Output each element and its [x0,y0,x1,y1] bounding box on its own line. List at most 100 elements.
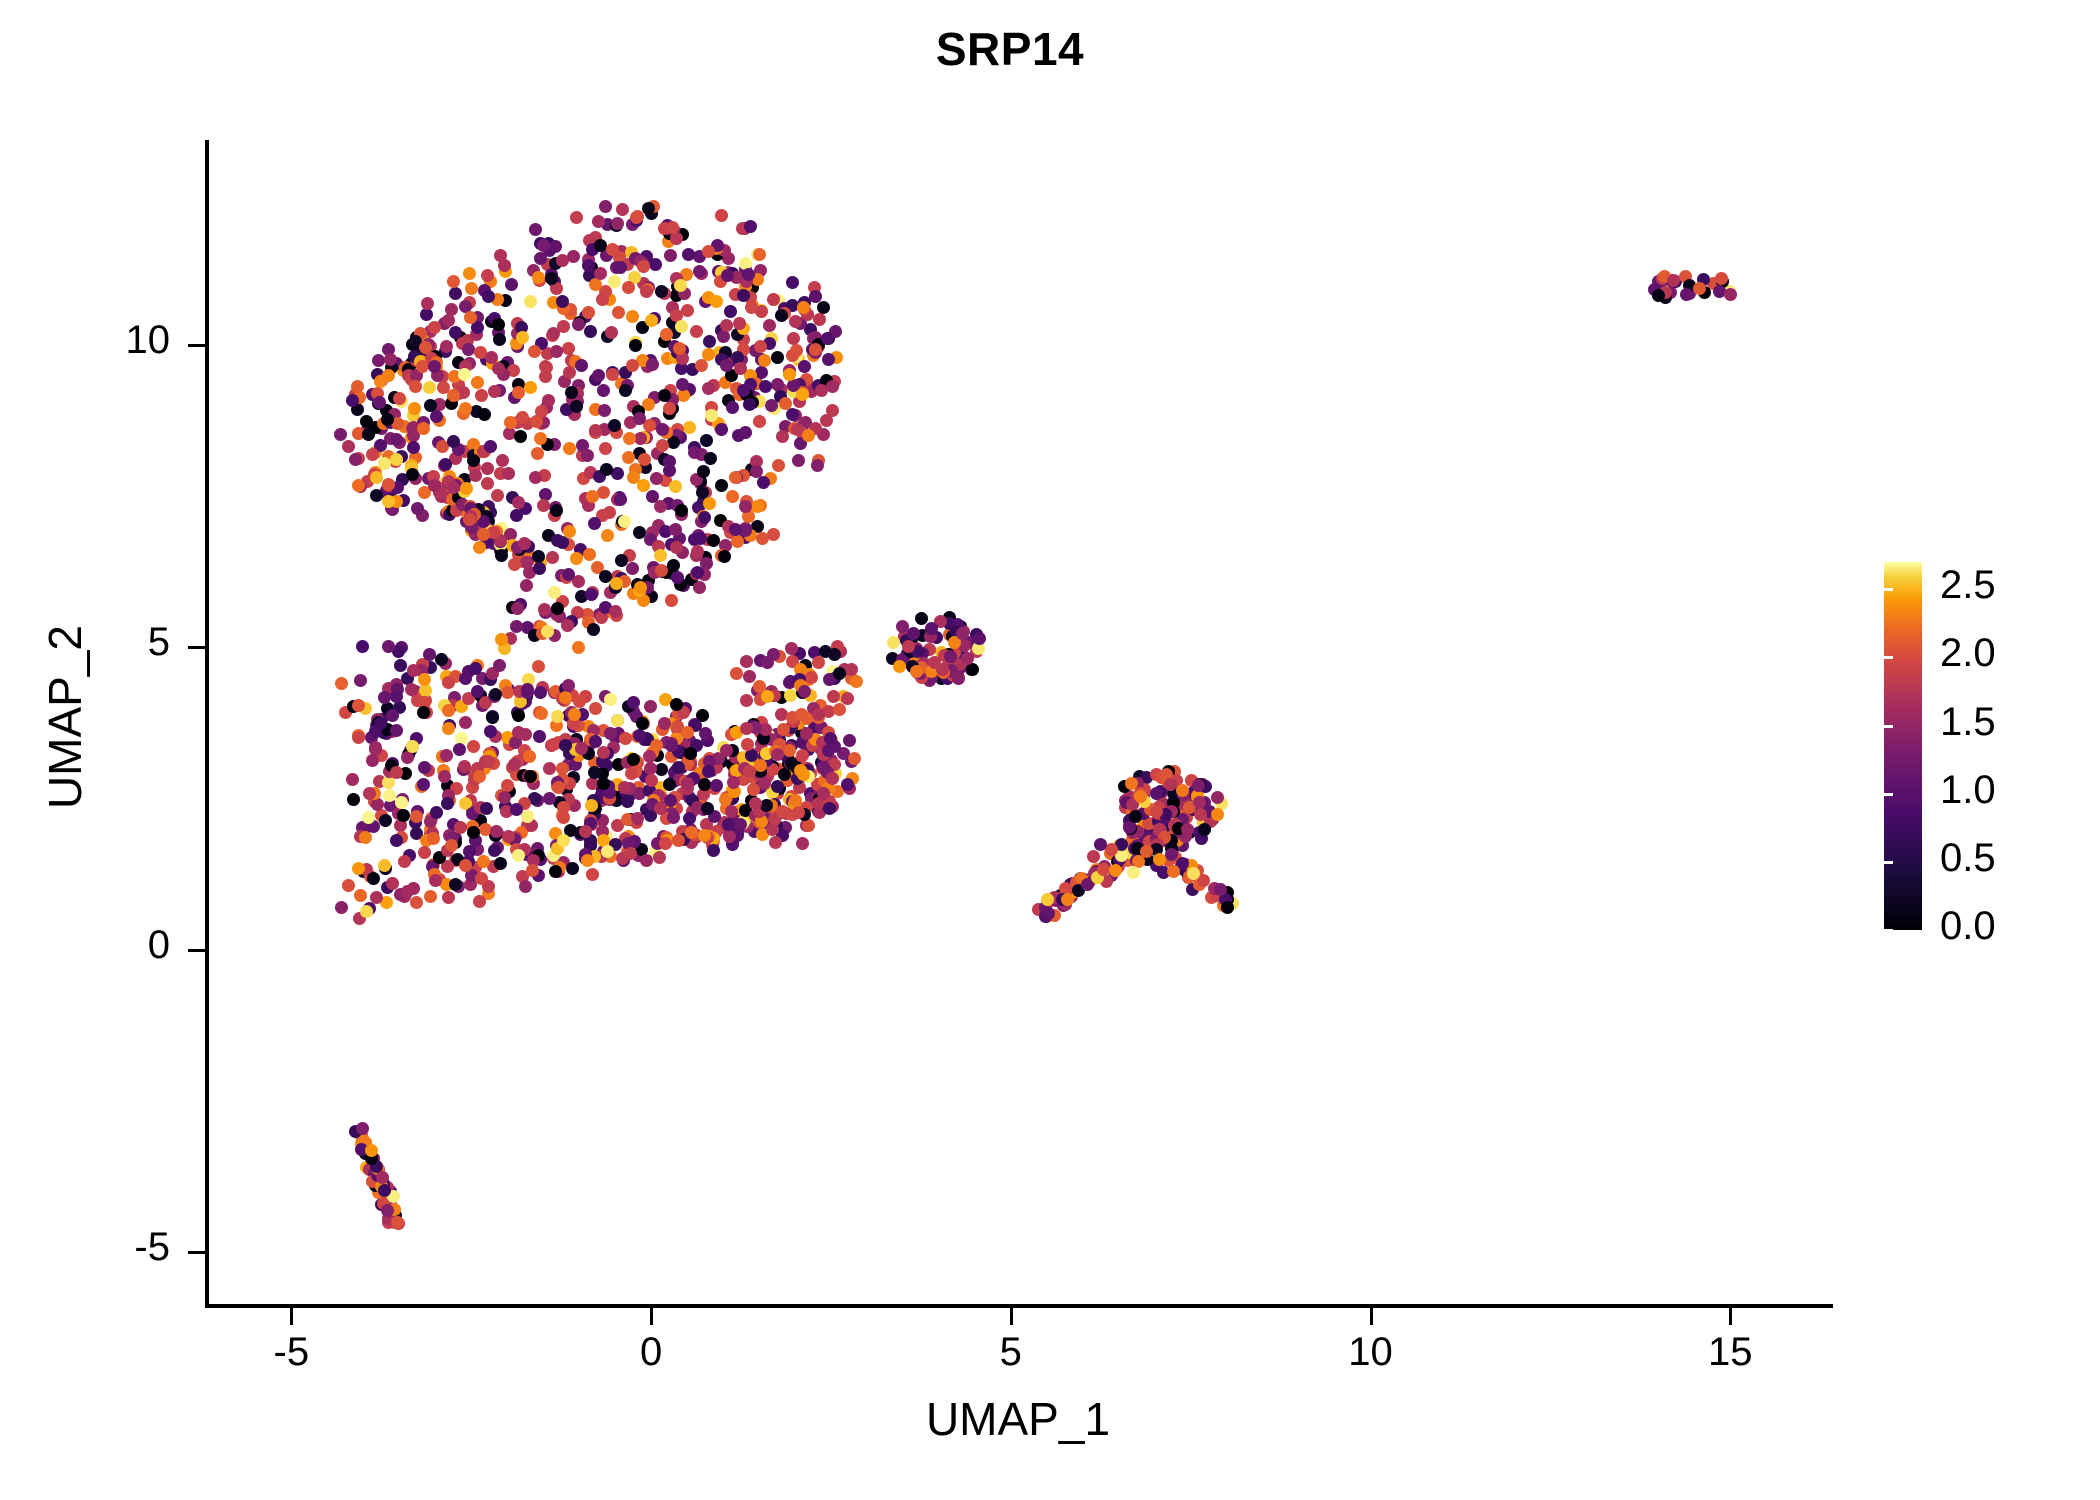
scatter-point [675,352,689,366]
scatter-point [770,747,784,761]
scatter-point [408,401,422,415]
scatter-point [700,802,714,816]
scatter-point [1164,847,1178,861]
scatter-point [742,765,756,779]
scatter-point [1104,842,1118,856]
scatter-point [701,765,715,779]
scatter-point [591,215,605,229]
scatter-point [589,424,603,438]
scatter-point [574,742,588,756]
scatter-point [519,578,533,592]
scatter-point [722,817,736,831]
scatter-point [418,485,432,499]
scatter-point [510,508,524,522]
scatter-point [702,347,716,361]
scatter-point [928,655,942,669]
scatter-point [487,526,501,540]
scatter-point [365,753,379,767]
scatter-point [645,358,659,372]
scatter-point [392,391,406,405]
scatter-point [500,685,514,699]
x-tick-label: 10 [1348,1330,1393,1374]
scatter-point [719,743,733,757]
scatter-point [633,411,647,425]
y-tick-mark [188,948,205,952]
scatter-point [681,247,695,261]
colorbar-tick-label: 2.5 [1940,563,1996,608]
scatter-point [720,358,734,372]
scatter-point [559,738,573,752]
scatter-point [668,480,682,494]
scatter-point [619,383,633,397]
scatter-point [404,683,418,697]
scatter-point [547,585,561,599]
scatter-point [463,310,477,324]
scatter-point [669,541,683,555]
scatter-point [596,293,610,307]
scatter-point [490,489,504,503]
scatter-point [462,844,476,858]
scatter-point [770,351,784,365]
scatter-point [642,397,656,411]
scatter-point [715,208,729,222]
scatter-point [512,385,526,399]
scatter-point [531,549,545,563]
colorbar-tick-mark [1884,792,1893,796]
scatter-point [643,761,657,775]
scatter-point [459,299,473,313]
scatter-point [492,333,506,347]
scatter-point [611,217,625,231]
scatter-point [649,472,663,486]
scatter-point [390,433,404,447]
scatter-point [537,498,551,512]
scatter-point [423,890,437,904]
scatter-point [437,769,451,783]
scatter-point [446,389,460,403]
scatter-point [555,761,569,775]
scatter-point [600,529,614,543]
scatter-point [604,326,618,340]
scatter-point [471,321,485,335]
scatter-point [556,254,570,268]
scatter-point [703,335,717,349]
scatter-point [636,260,650,274]
scatter-point [792,454,806,468]
scatter-point [539,487,553,501]
scatter-point [504,416,518,430]
scatter-point [474,388,488,402]
scatter-point [772,458,786,472]
scatter-point [452,742,466,756]
scatter-point [1123,820,1137,834]
scatter-point [794,763,808,777]
scatter-point [699,434,713,448]
scatter-point [669,309,683,323]
scatter-point [349,453,363,467]
colorbar-tick-label: 1.5 [1940,699,1996,744]
scatter-point [600,463,614,477]
scatter-point [511,708,525,722]
scatter-point [588,734,602,748]
scatter-point [531,271,545,285]
scatter-point [351,380,365,394]
x-tick-mark [650,1308,654,1325]
scatter-point [444,302,458,316]
scatter-point [1140,844,1154,858]
scatter-point [664,594,678,608]
scatter-point [398,854,412,868]
scatter-point [389,453,403,467]
scatter-point [608,605,622,618]
scatter-point [664,738,678,752]
scatter-point [720,319,734,333]
scatter-point [757,354,771,368]
scatter-point [896,619,909,633]
scatter-point [728,523,742,537]
scatter-point [680,268,694,282]
scatter-point [532,562,546,576]
scatter-point [786,408,800,422]
scatter-point [778,397,792,411]
scatter-point [441,704,455,718]
scatter-point [516,331,530,345]
scatter-point [1108,863,1122,877]
scatter-point [583,325,597,339]
scatter-point [523,380,537,394]
